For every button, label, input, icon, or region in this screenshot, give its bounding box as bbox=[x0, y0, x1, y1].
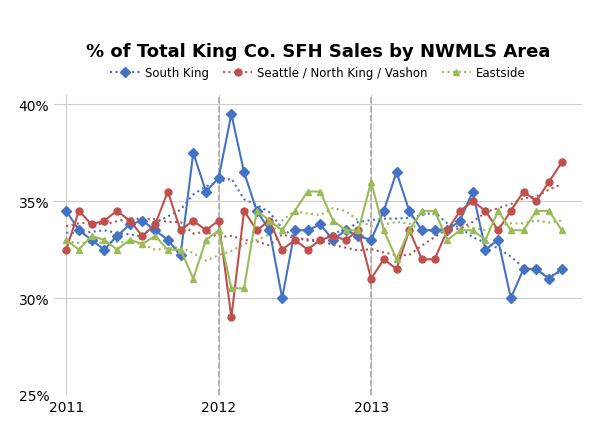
Title: % of Total King Co. SFH Sales by NWMLS Area: % of Total King Co. SFH Sales by NWMLS A… bbox=[86, 43, 550, 61]
Legend: South King, Seattle / North King / Vashon, Eastside: South King, Seattle / North King / Vasho… bbox=[106, 62, 530, 85]
